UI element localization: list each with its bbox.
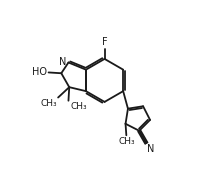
Text: F: F [102, 37, 107, 47]
Text: CH₃: CH₃ [118, 137, 135, 145]
Text: N: N [147, 145, 155, 154]
Text: N: N [59, 57, 66, 67]
Text: HO: HO [32, 68, 47, 77]
Text: CH₃: CH₃ [71, 102, 87, 111]
Text: CH₃: CH₃ [41, 99, 57, 108]
